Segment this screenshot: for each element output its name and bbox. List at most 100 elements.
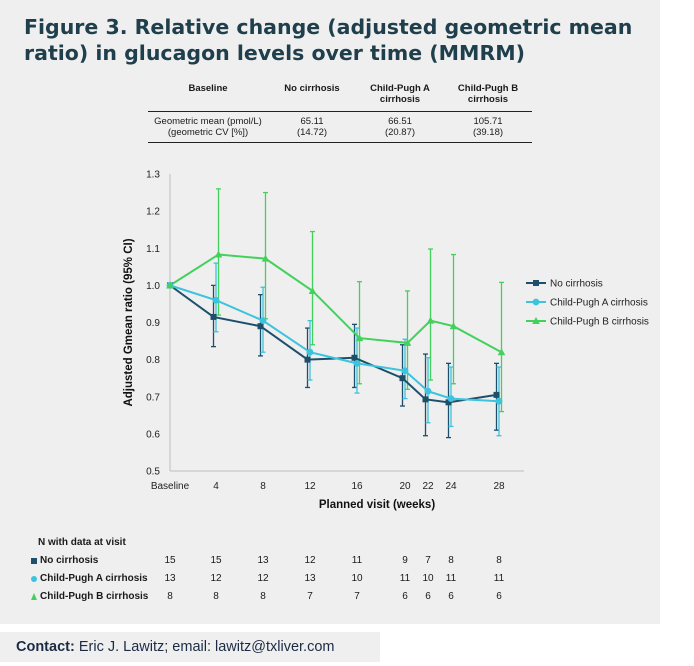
y-tick-label: 1.3 [146, 170, 160, 181]
legend-marker-no-cirrhosis [533, 280, 539, 286]
n-table-heading: N with data at visit [38, 537, 126, 548]
n-count: 12 [304, 555, 316, 566]
y-tick-label: 1.1 [146, 244, 160, 255]
n-row-marker [31, 593, 37, 600]
y-tick-label: 0.7 [146, 392, 160, 403]
child-pugh-b-cirrhosis-point [449, 322, 458, 330]
child-pugh-b-cirrhosis-point [426, 316, 435, 324]
gmean-value: 66.51 [388, 116, 412, 127]
n-row-label: Child-Pugh A cirrhosis [40, 573, 148, 584]
y-tick-label: 0.6 [146, 429, 160, 440]
n-count: 13 [257, 555, 269, 566]
x-tick-label: 22 [422, 481, 434, 492]
row-label: Geometric mean (pmol/L) (geometric CV [%… [148, 116, 268, 142]
child-pugh-a-cirrhosis-point [259, 317, 267, 325]
x-tick-label: 24 [445, 481, 457, 492]
value-child-pugh-b: 105.71 (39.18) [444, 116, 532, 142]
x-tick-label: Baseline [151, 481, 190, 492]
header-child-pugh-a: Child-Pugh A cirrhosis [370, 83, 430, 105]
n-row-marker [31, 558, 37, 564]
child-pugh-b-cirrhosis-point [497, 348, 506, 356]
no-cirrhosis-point [210, 313, 217, 320]
n-count: 15 [164, 555, 176, 566]
x-tick-label: 4 [213, 481, 219, 492]
n-count: 8 [448, 555, 454, 566]
n-count: 8 [260, 591, 266, 602]
baseline-table-header: Baseline No cirrhosis Child-Pugh A cirrh… [148, 83, 532, 111]
child-pugh-b-cirrhosis-point [308, 286, 317, 294]
n-count: 11 [351, 555, 363, 566]
n-count: 8 [213, 591, 219, 602]
n-table: N with data at visit No cirrhosis 15 15 13 1… [31, 537, 504, 602]
n-row-label: Child-Pugh B cirrhosis [40, 591, 149, 602]
child-pugh-b-cirrhosis-point [403, 338, 412, 346]
no-cirrhosis-point [399, 375, 406, 382]
n-count: 7 [354, 591, 360, 602]
n-count: 10 [351, 573, 363, 584]
row-label-line-2: (geometric CV [%]) [167, 127, 249, 138]
n-count: 10 [422, 573, 434, 584]
n-count: 13 [304, 573, 316, 584]
table-rule-bottom [148, 142, 532, 143]
x-tick-label: 8 [260, 481, 266, 492]
legend-marker-child-pugh-b-cirrhosis [532, 317, 540, 324]
no-cirrhosis-point [422, 396, 429, 403]
contact-label: Contact: [16, 639, 75, 655]
gcv-value: (20.87) [384, 127, 416, 138]
child-pugh-a-cirrhosis-point [306, 348, 314, 356]
n-count: 8 [167, 591, 173, 602]
n-count: 7 [307, 591, 313, 602]
y-axis-label: Adjusted Gmean ratio (95% CI) [123, 238, 135, 406]
n-row-marker [31, 576, 37, 582]
table-rule-top [148, 111, 532, 112]
n-count: 15 [210, 555, 222, 566]
poster-panel: Figure 3. Relative change (adjusted geom… [0, 0, 660, 624]
no-cirrhosis-point [445, 399, 452, 406]
child-pugh-b-cirrhosis-point [261, 254, 270, 262]
legend-label-child-pugh-a-cirrhosis: Child-Pugh A cirrhosis [550, 298, 648, 309]
no-cirrhosis-point [351, 354, 358, 361]
child-pugh-a-cirrhosis-point [424, 387, 432, 395]
n-count: 6 [496, 591, 502, 602]
child-pugh-b-cirrhosis-point [166, 281, 174, 289]
child-pugh-a-cirrhosis-point [401, 367, 409, 375]
y-tick-label: 0.8 [146, 355, 160, 366]
n-count: 13 [164, 573, 176, 584]
n-count: 12 [257, 573, 269, 584]
child-pugh-a-cirrhosis-point [495, 397, 503, 405]
no-cirrhosis-point [304, 356, 311, 363]
contact-bar: Contact: Eric J. Lawitz; email: lawitz@t… [0, 632, 380, 662]
contact-details: Eric J. Lawitz; email: lawitz@txliver.co… [78, 639, 335, 655]
baseline-table-row: Geometric mean (pmol/L) (geometric CV [%… [148, 112, 532, 142]
gmean-ratio-chart: 0.5 0.6 0.7 0.8 0.9 1.0 1.1 1.2 1.3 Baseline 4 8 12 1… [123, 170, 649, 512]
value-child-pugh-a: 66.51 (20.87) [356, 116, 444, 142]
legend-label-no-cirrhosis: No cirrhosis [550, 279, 603, 290]
figure-title: Figure 3. Relative change (adjusted geom… [24, 15, 633, 65]
child-pugh-a-cirrhosis-point [447, 395, 455, 403]
child-pugh-b-cirrhosis-point [214, 250, 223, 258]
x-tick-label: 28 [493, 481, 505, 492]
x-axis-label: Planned visit (weeks) [319, 499, 435, 511]
header-child-pugh-b: Child-Pugh B cirrhosis [457, 83, 519, 105]
contact-line: Contact: Eric J. Lawitz; email: lawitz@t… [16, 639, 334, 655]
no-cirrhosis-point [257, 323, 264, 330]
header-no-cirrhosis: No cirrhosis [284, 83, 340, 94]
n-count: 6 [425, 591, 431, 602]
n-count: 11 [399, 573, 411, 584]
baseline-table: Baseline No cirrhosis Child-Pugh A cirrh… [148, 83, 532, 143]
legend-marker-child-pugh-a-cirrhosis [532, 298, 540, 306]
x-tick-label: 16 [351, 481, 363, 492]
gmean-value: 105.71 [473, 116, 503, 127]
n-count: 6 [448, 591, 454, 602]
y-tick-label: 1.0 [146, 281, 160, 292]
x-tick-label: 12 [304, 481, 316, 492]
y-tick-label: 0.5 [146, 467, 160, 478]
header-baseline: Baseline [188, 83, 228, 94]
y-tick-label: 0.9 [146, 318, 160, 329]
n-count: 9 [402, 555, 408, 566]
y-tick-label: 1.2 [146, 207, 160, 218]
n-count: 8 [496, 555, 502, 566]
n-count: 6 [402, 591, 408, 602]
n-row-label: No cirrhosis [40, 555, 99, 566]
no-cirrhosis-point [493, 391, 500, 398]
